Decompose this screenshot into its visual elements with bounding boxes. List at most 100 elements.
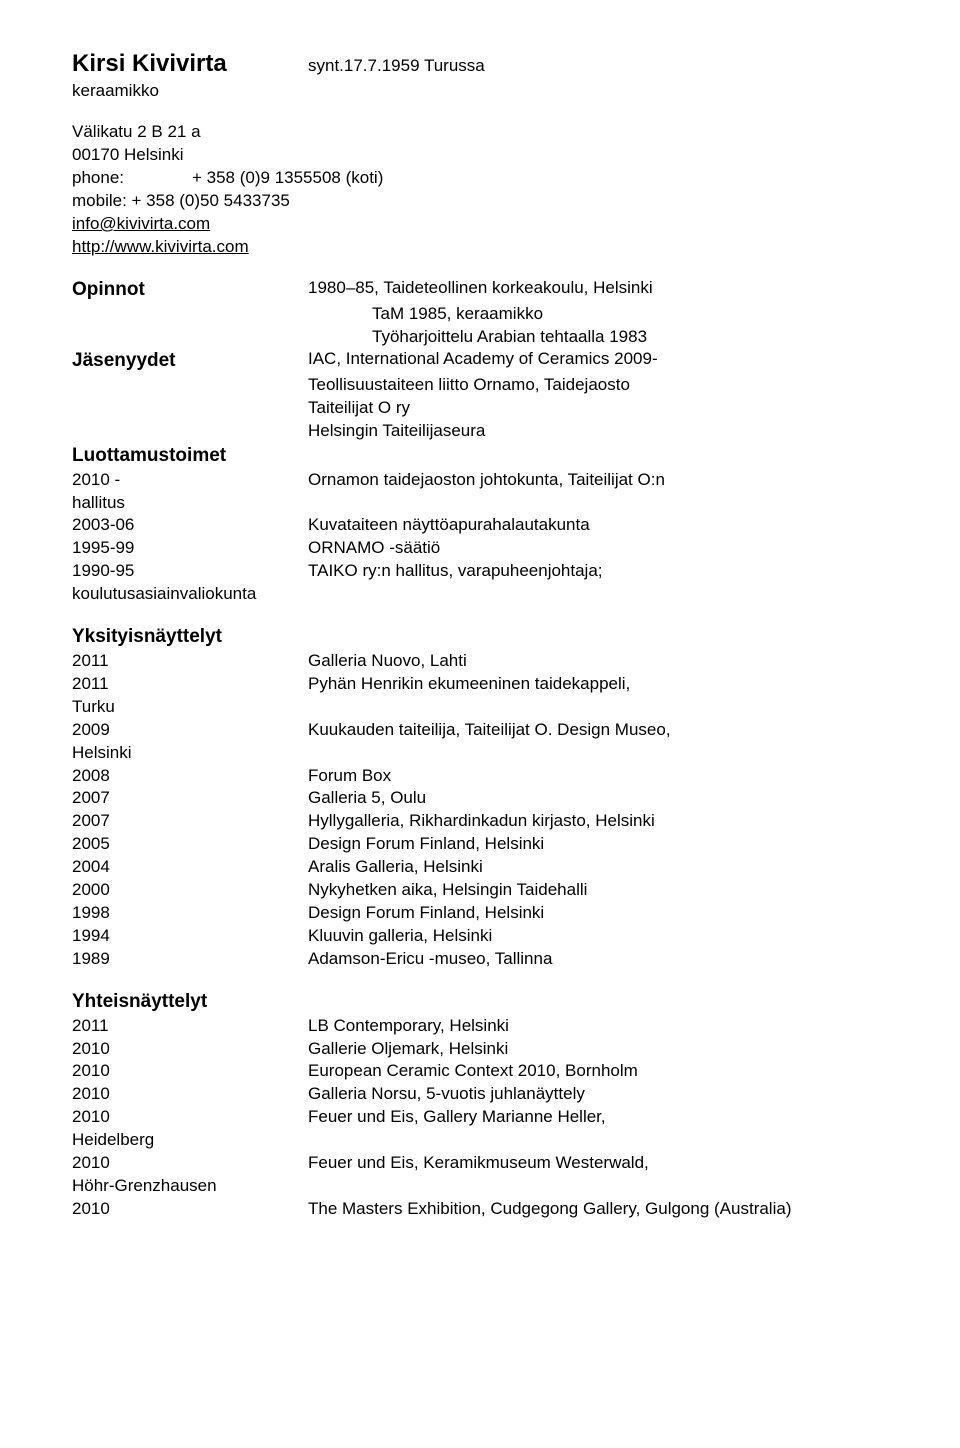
yhteis-year: 2011 bbox=[72, 1015, 308, 1038]
yhteis-year: Heidelberg bbox=[72, 1129, 308, 1152]
luottamus-row: 1990-95TAIKO ry:n hallitus, varapuheenjo… bbox=[72, 560, 888, 583]
luottamus-row: hallitus bbox=[72, 492, 888, 515]
yhteis-text: Feuer und Eis, Keramikmuseum Westerwald, bbox=[308, 1152, 888, 1175]
yksityis-text: Kluuvin galleria, Helsinki bbox=[308, 925, 888, 948]
yksityis-year: Helsinki bbox=[72, 742, 308, 765]
yksityis-text: Forum Box bbox=[308, 765, 888, 788]
yksityis-year: 2009 bbox=[72, 719, 308, 742]
yhteis-text: Gallerie Oljemark, Helsinki bbox=[308, 1038, 888, 1061]
luottamus-year: 1995-99 bbox=[72, 537, 308, 560]
phone-label: phone: bbox=[72, 167, 192, 190]
email-link[interactable]: info@kivivirta.com bbox=[72, 214, 210, 233]
yhteis-text bbox=[308, 1129, 888, 1152]
yhteis-row: Heidelberg bbox=[72, 1129, 888, 1152]
luottamus-row: koulutusasiainvaliokunta bbox=[72, 583, 888, 606]
luottamus-year: 2003-06 bbox=[72, 514, 308, 537]
luottamus-row: 2010 -Ornamon taidejaoston johtokunta, T… bbox=[72, 469, 888, 492]
yksityis-text bbox=[308, 742, 888, 765]
yksityis-text bbox=[308, 696, 888, 719]
yksityis-text: Design Forum Finland, Helsinki bbox=[308, 902, 888, 925]
yhteis-row: 2010Feuer und Eis, Keramikmuseum Westerw… bbox=[72, 1152, 888, 1175]
yhteis-text: LB Contemporary, Helsinki bbox=[308, 1015, 888, 1038]
yksityis-year: 1994 bbox=[72, 925, 308, 948]
person-name: Kirsi Kivivirta bbox=[72, 48, 308, 80]
yksityis-year: 2000 bbox=[72, 879, 308, 902]
yksityis-row: 2000Nykyhetken aika, Helsingin Taidehall… bbox=[72, 879, 888, 902]
yksityis-heading: Yksityisnäyttelyt bbox=[72, 624, 888, 650]
jasenyydet-line-3: Taiteilijat O ry bbox=[72, 397, 888, 420]
yhteis-text bbox=[308, 1175, 888, 1198]
yksityis-text: Adamson-Ericu -museo, Tallinna bbox=[308, 948, 888, 971]
yksityis-text: Kuukauden taiteilija, Taiteilijat O. Des… bbox=[308, 719, 888, 742]
yhteis-year: 2010 bbox=[72, 1038, 308, 1061]
yhteis-row: 2011LB Contemporary, Helsinki bbox=[72, 1015, 888, 1038]
website-link[interactable]: http://www.kivivirta.com bbox=[72, 237, 249, 256]
opinnot-heading: Opinnot bbox=[72, 277, 308, 303]
yksityis-row: 2008Forum Box bbox=[72, 765, 888, 788]
luottamus-row: 2003-06Kuvataiteen näyttöapurahalautakun… bbox=[72, 514, 888, 537]
yhteis-heading: Yhteisnäyttelyt bbox=[72, 989, 888, 1015]
opinnot-line-3: Työharjoittelu Arabian tehtaalla 1983 bbox=[72, 326, 888, 349]
yksityis-section: Yksityisnäyttelyt 2011Galleria Nuovo, La… bbox=[72, 624, 888, 971]
yksityis-year: 2007 bbox=[72, 810, 308, 833]
yhteis-section: Yhteisnäyttelyt 2011LB Contemporary, Hel… bbox=[72, 989, 888, 1221]
header-line: Kirsi Kivivirta synt.17.7.1959 Turussa bbox=[72, 48, 888, 80]
yhteis-year: Höhr-Grenzhausen bbox=[72, 1175, 308, 1198]
yhteis-text: European Ceramic Context 2010, Bornholm bbox=[308, 1060, 888, 1083]
yksityis-year: 2011 bbox=[72, 673, 308, 696]
yksityis-row: 1994Kluuvin galleria, Helsinki bbox=[72, 925, 888, 948]
yksityis-row: 2011Galleria Nuovo, Lahti bbox=[72, 650, 888, 673]
yhteis-row: 2010European Ceramic Context 2010, Bornh… bbox=[72, 1060, 888, 1083]
occupation: keraamikko bbox=[72, 80, 888, 103]
opinnot-line-1: 1980–85, Taideteollinen korkeakoulu, Hel… bbox=[308, 277, 888, 303]
phone-row: phone: + 358 (0)9 1355508 (koti) bbox=[72, 167, 888, 190]
birth-info: synt.17.7.1959 Turussa bbox=[308, 55, 485, 78]
luottamus-year: koulutusasiainvaliokunta bbox=[72, 583, 308, 606]
luottamus-text: ORNAMO -säätiö bbox=[308, 537, 888, 560]
yksityis-row: 2004Aralis Galleria, Helsinki bbox=[72, 856, 888, 879]
yksityis-year: 2007 bbox=[72, 787, 308, 810]
yksityis-text: Pyhän Henrikin ekumeeninen taidekappeli, bbox=[308, 673, 888, 696]
yksityis-text: Aralis Galleria, Helsinki bbox=[308, 856, 888, 879]
yhteis-row: Höhr-Grenzhausen bbox=[72, 1175, 888, 1198]
yhteis-year: 2010 bbox=[72, 1106, 308, 1129]
luottamus-row: 1995-99ORNAMO -säätiö bbox=[72, 537, 888, 560]
yhteis-row: 2010The Masters Exhibition, Cudgegong Ga… bbox=[72, 1198, 888, 1221]
yhteis-year: 2010 bbox=[72, 1152, 308, 1175]
yhteis-text: Galleria Norsu, 5-vuotis juhlanäyttely bbox=[308, 1083, 888, 1106]
yhteis-text: The Masters Exhibition, Cudgegong Galler… bbox=[308, 1198, 888, 1221]
jasenyydet-line-4: Helsingin Taiteilijaseura bbox=[72, 420, 888, 443]
yksityis-year: 2004 bbox=[72, 856, 308, 879]
luottamus-year: hallitus bbox=[72, 492, 308, 515]
jasenyydet-heading: Jäsenyydet bbox=[72, 348, 308, 374]
luottamus-text bbox=[308, 583, 888, 606]
luottamus-text: Ornamon taidejaoston johtokunta, Taiteil… bbox=[308, 469, 888, 492]
mobile-row: mobile: + 358 (0)50 5433735 bbox=[72, 190, 888, 213]
yksityis-text: Galleria Nuovo, Lahti bbox=[308, 650, 888, 673]
yhteis-text: Feuer und Eis, Gallery Marianne Heller, bbox=[308, 1106, 888, 1129]
yksityis-row: Helsinki bbox=[72, 742, 888, 765]
luottamus-text: TAIKO ry:n hallitus, varapuheenjohtaja; bbox=[308, 560, 888, 583]
yhteis-row: 2010Feuer und Eis, Gallery Marianne Hell… bbox=[72, 1106, 888, 1129]
luottamus-year: 1990-95 bbox=[72, 560, 308, 583]
yhteis-row: 2010Gallerie Oljemark, Helsinki bbox=[72, 1038, 888, 1061]
yksityis-year: 2011 bbox=[72, 650, 308, 673]
yksityis-year: Turku bbox=[72, 696, 308, 719]
luottamus-text: Kuvataiteen näyttöapurahalautakunta bbox=[308, 514, 888, 537]
yksityis-text: Design Forum Finland, Helsinki bbox=[308, 833, 888, 856]
yksityis-row: 2011Pyhän Henrikin ekumeeninen taidekapp… bbox=[72, 673, 888, 696]
yksityis-year: 2008 bbox=[72, 765, 308, 788]
jasenyydet-line-1: IAC, International Academy of Ceramics 2… bbox=[308, 348, 888, 374]
yksityis-row: 2007Hyllygalleria, Rikhardinkadun kirjas… bbox=[72, 810, 888, 833]
yksityis-row: 2007Galleria 5, Oulu bbox=[72, 787, 888, 810]
yksityis-year: 2005 bbox=[72, 833, 308, 856]
opinnot-line-2: TaM 1985, keraamikko bbox=[72, 303, 888, 326]
yksityis-row: 1998Design Forum Finland, Helsinki bbox=[72, 902, 888, 925]
yksityis-row: Turku bbox=[72, 696, 888, 719]
yhteis-row: 2010Galleria Norsu, 5-vuotis juhlanäytte… bbox=[72, 1083, 888, 1106]
yksityis-text: Galleria 5, Oulu bbox=[308, 787, 888, 810]
yhteis-year: 2010 bbox=[72, 1060, 308, 1083]
phone-value: + 358 (0)9 1355508 (koti) bbox=[192, 167, 383, 190]
jasenyydet-line-2: Teollisuustaiteen liitto Ornamo, Taideja… bbox=[72, 374, 888, 397]
luottamus-year: 2010 - bbox=[72, 469, 308, 492]
